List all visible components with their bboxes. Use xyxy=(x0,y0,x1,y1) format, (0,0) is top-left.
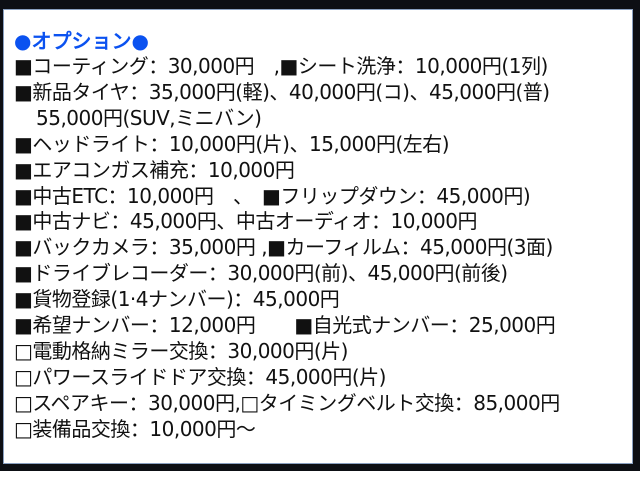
option-line: ■エアコンガス補充：10,000円 xyxy=(14,157,295,182)
option-line: □装備品交換：10,000円～ xyxy=(14,416,256,441)
option-line: ■中古ETC：10,000円 、 ■フリップダウン：45,000円) xyxy=(14,183,531,208)
options-title: ●オプション● xyxy=(14,29,149,53)
option-line: 55,000円(SUV,ミニバン) xyxy=(36,105,262,130)
option-line: ■バックカメラ：35,000円 ,■カーフィルム：45,000円(3面) xyxy=(14,235,553,260)
option-line: ■中古ナビ：45,000円、中古オーディオ：10,000円 xyxy=(14,209,477,234)
option-line: □パワースライドドア交換：45,000円(片) xyxy=(14,364,386,389)
option-line: ■新品タイヤ：35,000円(軽)、40,000円(コ)、45,000円(普) xyxy=(14,79,550,104)
options-panel: ●オプション● ■コーティング：30,000円 ,■シート洗浄：10,000円(… xyxy=(3,9,633,464)
option-line: ■ドライブレコーダー：30,000円(前)、45,000円(前後) xyxy=(14,261,508,286)
option-line: ■貨物登録(1·4ナンバー)：45,000円 xyxy=(14,287,340,312)
bottom-edge xyxy=(0,471,640,480)
option-line: ■ヘッドライト：10,000円(片)、15,000円(左右) xyxy=(14,131,450,156)
option-line: ■希望ナンバー：12,000円 ■自光式ナンバー：25,000円 xyxy=(14,313,556,338)
option-line: □電動格納ミラー交換：30,000円(片) xyxy=(14,338,348,363)
option-line: □スペアキー：30,000円,□タイミングベルト交換：85,000円 xyxy=(14,390,560,415)
option-line: ■コーティング：30,000円 ,■シート洗浄：10,000円(1列) xyxy=(14,54,548,78)
options-list: ■コーティング：30,000円 ,■シート洗浄：10,000円(1列) ■新品タ… xyxy=(14,54,560,443)
